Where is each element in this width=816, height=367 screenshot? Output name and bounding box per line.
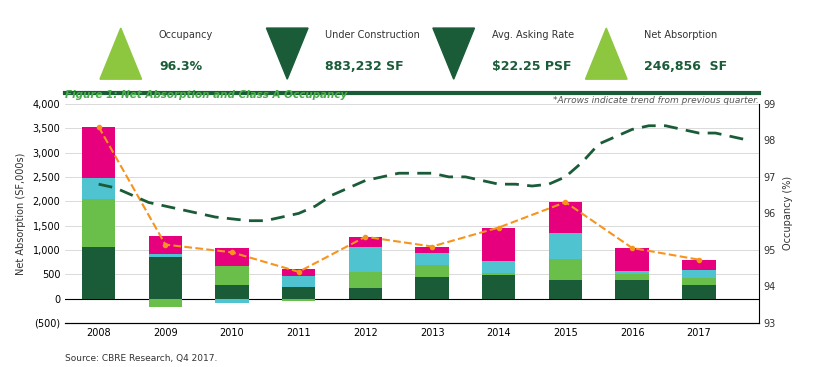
Bar <box>615 280 649 299</box>
Bar <box>149 236 182 254</box>
Bar <box>415 277 449 299</box>
Bar <box>282 299 315 301</box>
Bar <box>615 271 649 274</box>
Bar <box>215 299 249 303</box>
Bar <box>482 261 516 273</box>
Bar <box>482 275 516 299</box>
Bar <box>348 247 382 272</box>
Text: Under Construction: Under Construction <box>326 30 420 40</box>
Bar <box>682 270 716 278</box>
Text: Source: CBRE Research, Q4 2017.: Source: CBRE Research, Q4 2017. <box>65 354 218 363</box>
Text: Net Absorption: Net Absorption <box>645 30 718 40</box>
Bar <box>549 233 582 259</box>
Polygon shape <box>266 28 308 79</box>
Polygon shape <box>100 28 142 79</box>
Bar <box>282 287 315 299</box>
Bar <box>615 248 649 271</box>
Text: Avg. Asking Rate: Avg. Asking Rate <box>492 30 574 40</box>
Polygon shape <box>433 28 475 79</box>
Bar <box>215 266 249 286</box>
Bar <box>415 265 449 277</box>
Bar <box>482 273 516 275</box>
Text: *Arrows indicate trend from previous quarter.: *Arrows indicate trend from previous qua… <box>553 95 759 105</box>
Y-axis label: Net Absorption (SF,000s): Net Absorption (SF,000s) <box>16 152 25 275</box>
Bar <box>682 260 716 270</box>
Bar <box>482 228 516 261</box>
Bar <box>348 288 382 299</box>
Bar <box>282 269 315 276</box>
Bar <box>348 272 382 288</box>
Bar <box>82 127 115 178</box>
Bar <box>415 253 449 265</box>
Bar <box>149 254 182 257</box>
Polygon shape <box>586 28 627 79</box>
Text: Figure 1: Net Absorption and Class A Occupancy: Figure 1: Net Absorption and Class A Occ… <box>65 90 348 100</box>
Bar <box>549 259 582 280</box>
Bar <box>82 178 115 199</box>
Text: 96.3%: 96.3% <box>159 61 202 73</box>
Bar <box>682 278 716 286</box>
Bar <box>149 299 182 308</box>
Bar <box>282 276 315 287</box>
Bar <box>549 280 582 299</box>
Bar <box>82 199 115 247</box>
Bar <box>82 247 115 299</box>
Bar <box>348 237 382 247</box>
Bar <box>549 202 582 233</box>
Bar <box>615 274 649 280</box>
Text: Occupancy: Occupancy <box>159 30 213 40</box>
Text: $22.25 PSF: $22.25 PSF <box>492 61 571 73</box>
Text: 883,232 SF: 883,232 SF <box>326 61 404 73</box>
Y-axis label: Occupancy (%): Occupancy (%) <box>783 176 793 250</box>
Bar <box>215 286 249 299</box>
Bar <box>149 257 182 299</box>
Text: 246,856  SF: 246,856 SF <box>645 61 728 73</box>
Bar <box>415 247 449 253</box>
Bar <box>682 286 716 299</box>
Bar <box>215 248 249 266</box>
